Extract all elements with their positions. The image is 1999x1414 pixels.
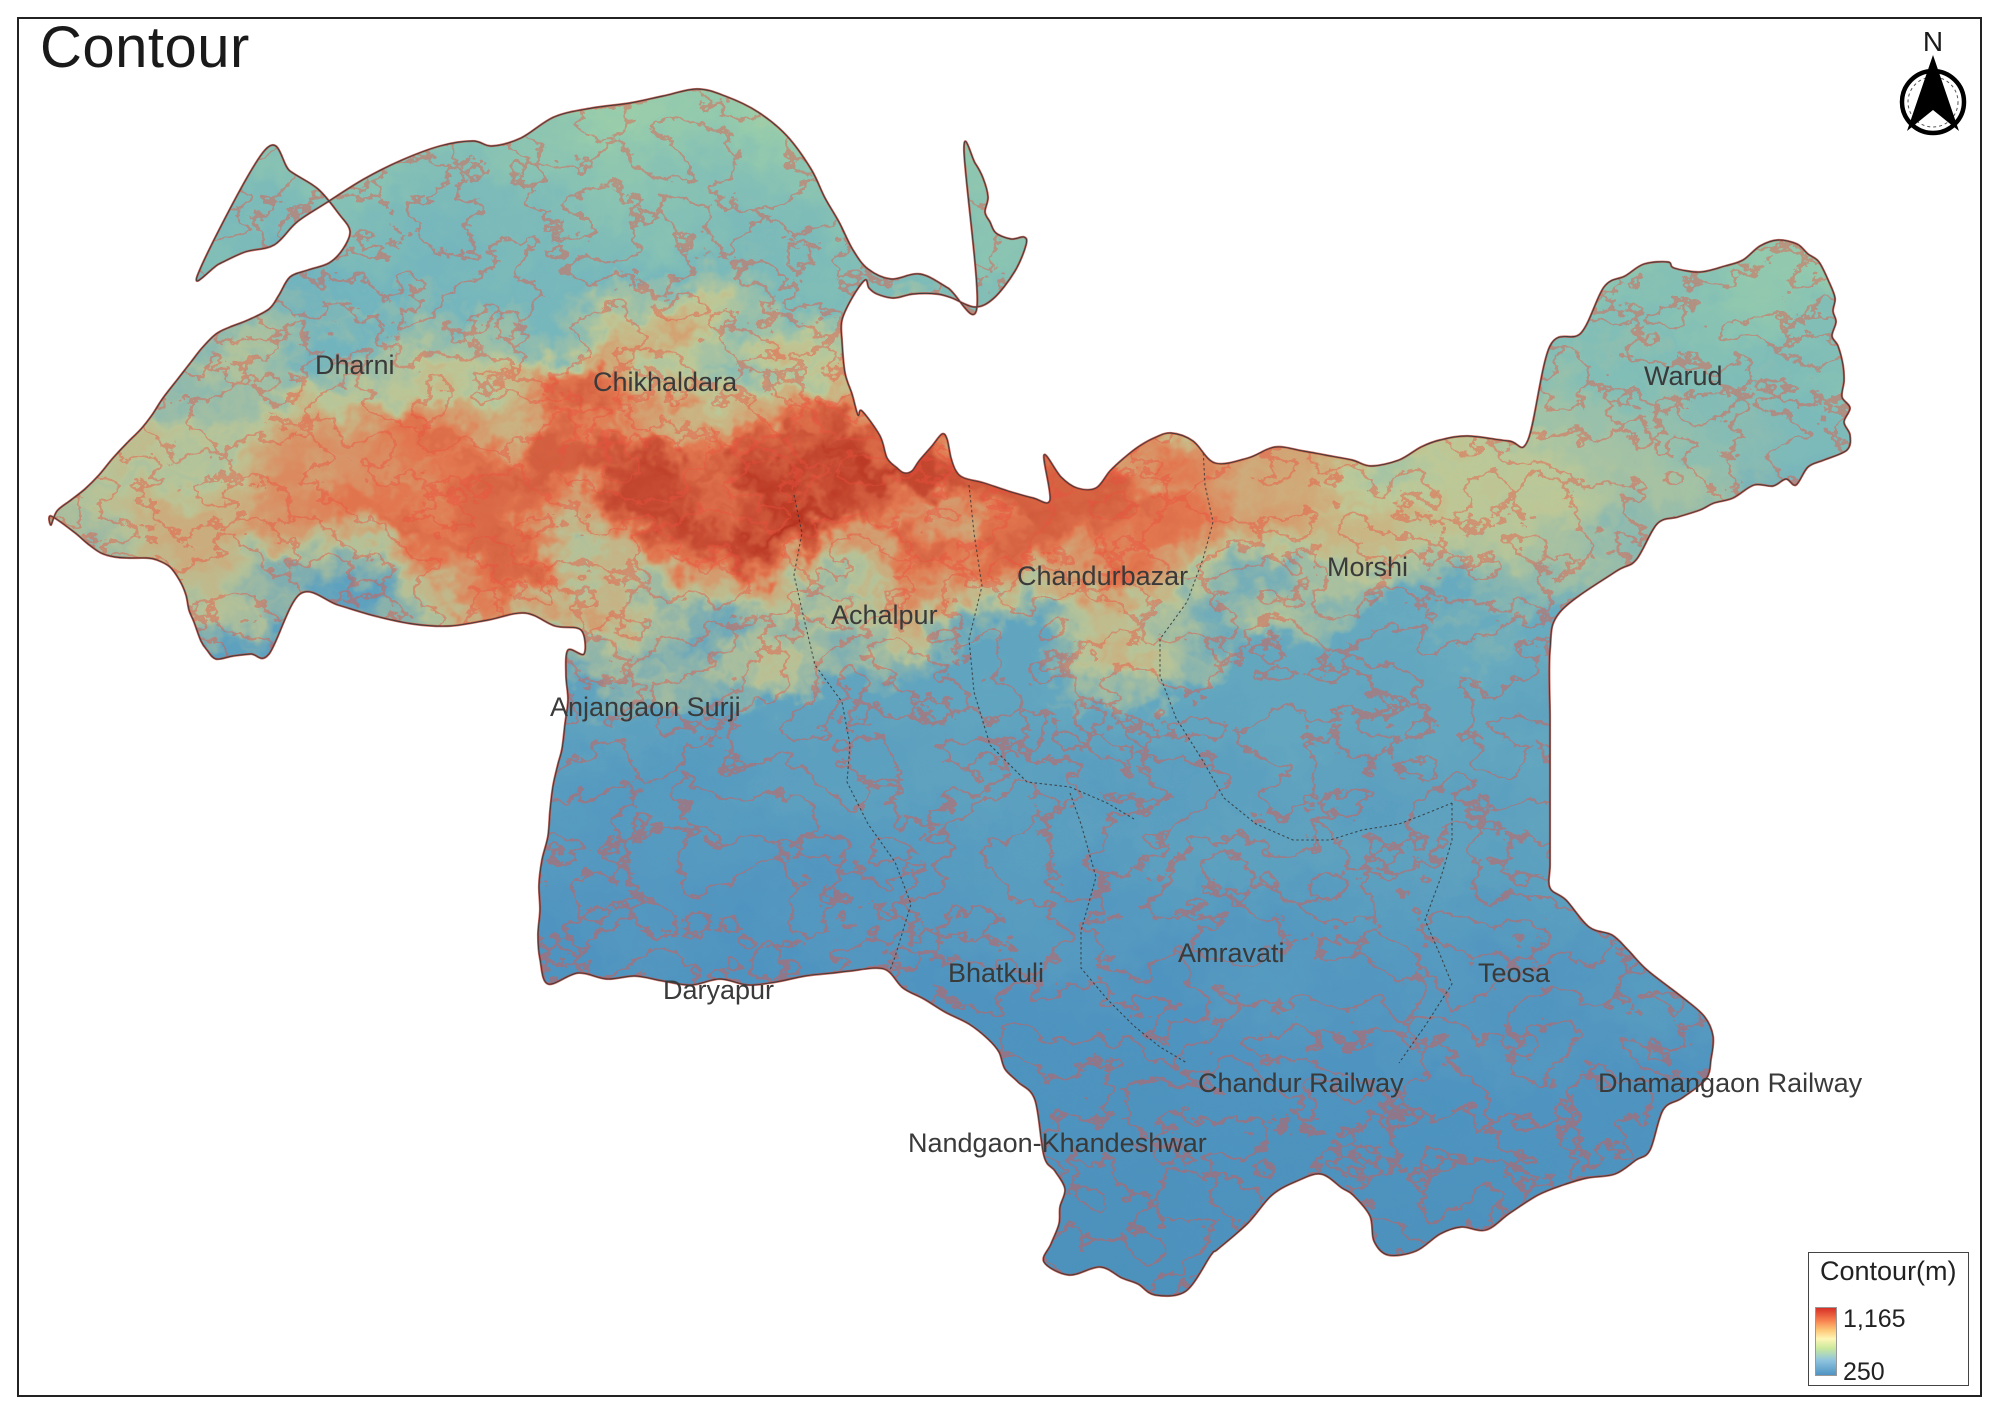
svg-text:N: N xyxy=(1923,28,1943,57)
